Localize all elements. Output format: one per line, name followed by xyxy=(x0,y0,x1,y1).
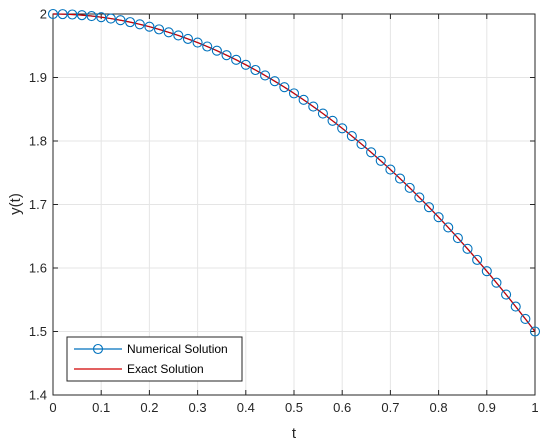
numerical-point xyxy=(510,301,521,312)
numerical-point xyxy=(288,88,300,99)
numerical-point xyxy=(433,212,444,223)
numerical-point xyxy=(404,182,415,193)
numerical-point xyxy=(501,289,512,300)
numerical-point xyxy=(394,173,406,184)
x-tick-label: 0 xyxy=(49,400,56,415)
numerical-point xyxy=(481,266,492,277)
numerical-point xyxy=(144,21,155,32)
numerical-point xyxy=(47,8,59,20)
numerical-point xyxy=(57,9,68,20)
numerical-point xyxy=(76,10,87,21)
x-tick-label: 0.3 xyxy=(189,400,207,415)
x-tick-label: 0.8 xyxy=(430,400,448,415)
numerical-point xyxy=(375,155,386,166)
numerical-point xyxy=(520,313,531,324)
numerical-point xyxy=(250,64,261,76)
legend-label-exact: Exact Solution xyxy=(127,362,204,376)
numerical-point xyxy=(462,243,473,254)
numerical-point xyxy=(356,138,367,150)
numerical-point xyxy=(269,76,280,87)
y-tick-label: 1.4 xyxy=(29,388,47,403)
numerical-point xyxy=(96,12,107,23)
x-tick-labels: 0 0.1 0.2 0.3 0.4 0.5 0.6 0.7 0.8 0.9 1 xyxy=(49,400,538,415)
x-tick-label: 0.5 xyxy=(285,400,303,415)
numerical-point xyxy=(115,15,126,26)
numerical-point xyxy=(337,123,348,134)
numerical-point xyxy=(472,254,483,265)
numerical-point xyxy=(105,13,116,24)
x-axis-label: t xyxy=(292,425,297,442)
numerical-point xyxy=(86,10,97,22)
numerical-point xyxy=(153,24,165,35)
numerical-point xyxy=(240,59,251,70)
x-tick-label: 0.7 xyxy=(381,400,399,415)
y-tick-label: 1.6 xyxy=(29,261,47,276)
numerical-point xyxy=(308,101,319,112)
x-tick-label: 0.2 xyxy=(140,400,158,415)
numerical-point xyxy=(317,108,328,119)
x-tick-label: 0.1 xyxy=(92,400,110,415)
numerical-point xyxy=(366,147,377,158)
y-tick-label: 1.5 xyxy=(29,324,47,339)
x-tick-label: 0.6 xyxy=(333,400,351,415)
numerical-point xyxy=(182,33,194,44)
numerical-point xyxy=(67,9,78,20)
numerical-point xyxy=(346,130,357,142)
numerical-point xyxy=(231,54,242,65)
numerical-point xyxy=(163,27,174,38)
numerical-point xyxy=(192,37,203,48)
numerical-point xyxy=(491,277,502,288)
series-layer xyxy=(47,8,541,337)
numerical-point xyxy=(125,17,136,28)
numerical-point xyxy=(414,192,425,203)
y-tick-labels: 1.4 1.5 1.6 1.7 1.8 1.9 2 xyxy=(29,7,47,403)
numerical-point xyxy=(279,82,290,93)
numerical-point xyxy=(221,50,232,61)
numerical-point xyxy=(298,94,309,105)
numerical-point xyxy=(211,45,222,56)
numerical-point xyxy=(452,232,463,244)
numerical-point xyxy=(260,70,271,81)
legend: Numerical Solution Exact Solution xyxy=(66,336,243,382)
y-tick-label: 1.7 xyxy=(29,197,47,212)
numerical-point xyxy=(173,30,184,41)
y-tick-label: 1.9 xyxy=(29,70,47,85)
numerical-point xyxy=(385,164,396,175)
y-tick-label: 1.8 xyxy=(29,134,47,149)
x-tick-label: 0.9 xyxy=(478,400,496,415)
ticks xyxy=(52,13,536,396)
x-tick-label: 1 xyxy=(531,400,538,415)
numerical-point xyxy=(443,222,454,233)
numerical-point xyxy=(327,115,338,126)
y-axis-label: y(t) xyxy=(7,193,24,215)
y-tick-label: 2 xyxy=(40,7,47,22)
legend-label-numerical: Numerical Solution xyxy=(127,342,228,356)
numerical-point xyxy=(423,202,435,213)
numerical-point xyxy=(134,19,145,30)
numerical-point xyxy=(529,326,541,337)
legend-marker-numerical xyxy=(92,343,104,355)
numerical-point xyxy=(202,41,213,52)
x-tick-label: 0.4 xyxy=(237,400,255,415)
